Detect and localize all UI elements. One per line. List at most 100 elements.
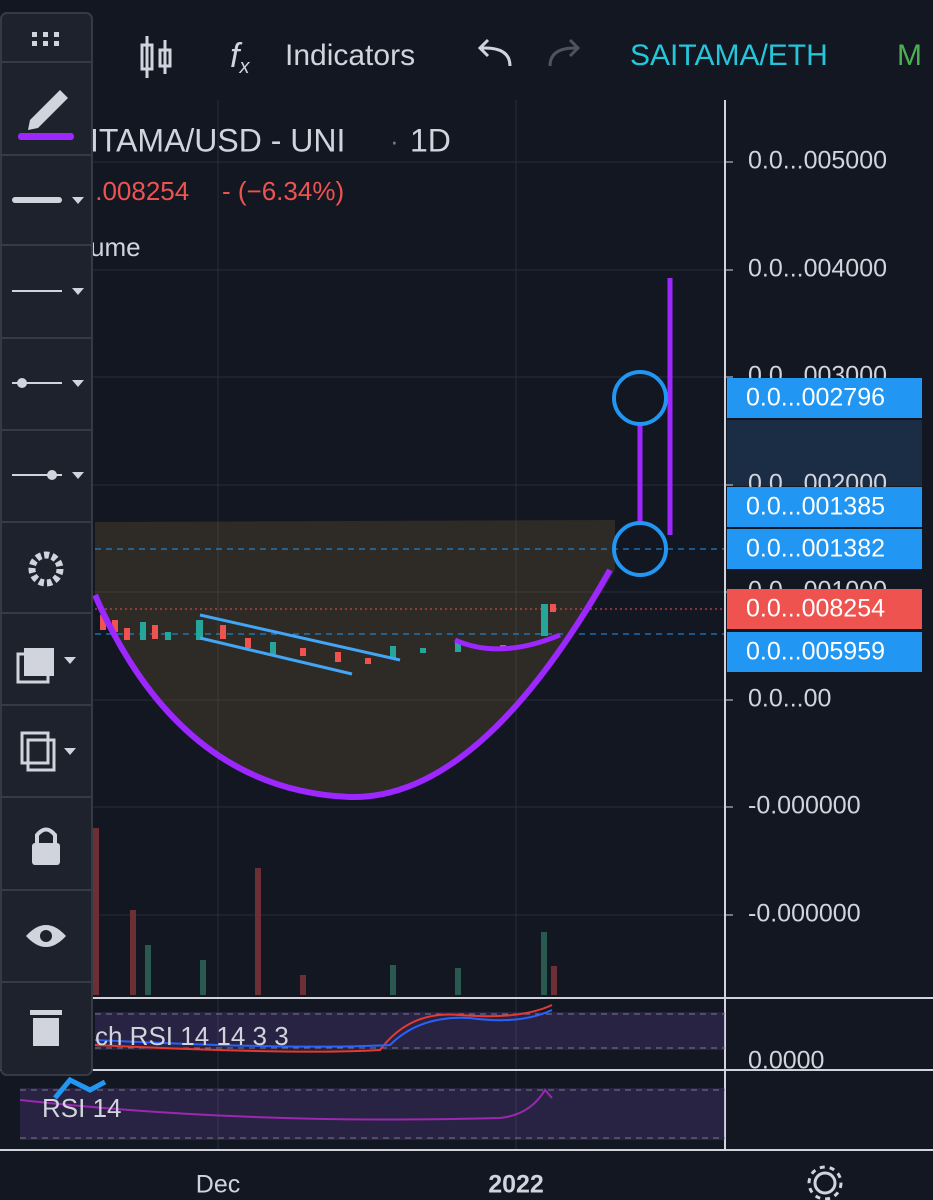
- toolbar-handle-part: [32, 32, 37, 37]
- volume-bars: [93, 828, 557, 995]
- rsi-band: [20, 1088, 725, 1140]
- redo-button[interactable]: [548, 38, 581, 67]
- toolbar-handle-part: [43, 41, 48, 46]
- lock-tool-part: [35, 827, 57, 843]
- price-axis-label: -0.000000: [748, 900, 861, 928]
- price-axis-label: 0.0...004000: [748, 255, 887, 283]
- lock-tool[interactable]: [32, 827, 60, 866]
- line-style-tools-part: [72, 288, 84, 295]
- line-style-tools-part: [47, 470, 57, 480]
- price-tag-bg: [727, 529, 922, 569]
- candles-part: [270, 642, 276, 656]
- candles-part: [152, 625, 158, 639]
- layer-tool-part: [64, 657, 76, 664]
- legend-interval: 1D: [410, 122, 451, 158]
- color-swatch[interactable]: [18, 133, 74, 140]
- candles-part: [100, 615, 106, 630]
- line-style-tools-part: [12, 382, 62, 384]
- price-tag: 0.0...008254: [746, 595, 885, 623]
- volume-bars-part: [300, 975, 306, 995]
- visibility-tool[interactable]: [26, 925, 66, 947]
- visibility-tool-part: [40, 930, 52, 942]
- time-label: 2022: [488, 1171, 544, 1199]
- price-tags: 0.0...002796 0.0...001385 0.0...001382 0.0.…: [727, 378, 922, 672]
- stoch-rsi-label: ch RSI 14 14 3 3: [95, 1021, 289, 1051]
- rsi-label: RSI 14: [42, 1093, 122, 1123]
- volume-bars-part: [93, 828, 99, 995]
- price-axis-label: 0.0...00: [748, 685, 831, 713]
- settings-tool[interactable]: [28, 551, 64, 587]
- price-axis-label: 0.0...005000: [748, 147, 887, 175]
- volume-bars-part: [455, 968, 461, 995]
- rsi-line: [19, 1088, 553, 1121]
- clone-tool-part: [26, 738, 56, 772]
- clone-tool[interactable]: [20, 731, 76, 772]
- stoch-d: [94, 1009, 553, 1048]
- handle-curve: [453, 632, 561, 652]
- candles-part: [220, 625, 226, 639]
- price-tag-bg: [727, 632, 922, 672]
- volume-bars-part: [130, 910, 136, 995]
- delete-tool-part: [30, 1010, 62, 1015]
- price-tag: 0.0...001385: [746, 493, 885, 521]
- toolbar-handle[interactable]: [32, 32, 59, 46]
- toolbar-handle-part: [32, 41, 37, 46]
- legend-change: - (−6.34%): [222, 176, 344, 206]
- channel: [199, 613, 401, 676]
- candles-part: [124, 628, 130, 640]
- candles-part: [455, 640, 461, 652]
- candles-part: [420, 648, 426, 653]
- line-style-tools[interactable]: [12, 197, 84, 480]
- price-axis-label: -0.000000: [748, 792, 861, 820]
- settings-button-part: [807, 1165, 843, 1200]
- pane-bounds: [20, 1013, 725, 1139]
- undo-button[interactable]: [477, 38, 512, 67]
- settings-button-part: [813, 1171, 837, 1195]
- indicators-button[interactable]: Indicators: [285, 39, 415, 72]
- candles-part: [541, 604, 548, 636]
- clone-tool-part: [64, 748, 76, 755]
- layer-tool-part: [16, 652, 50, 684]
- range-band: [727, 420, 922, 486]
- volume-bars-part: [200, 960, 206, 995]
- extra-tab[interactable]: M: [897, 39, 922, 72]
- stoch-axis-label: 0.0000: [748, 1047, 824, 1075]
- price-tag-bg: [727, 487, 922, 527]
- volume-bars-part: [551, 966, 557, 995]
- candles-part: [196, 620, 203, 640]
- line-style-tools-part: [12, 474, 62, 476]
- settings-button[interactable]: [807, 1165, 843, 1200]
- price-tag: 0.0...005959: [746, 638, 885, 666]
- candles-part: [112, 620, 118, 632]
- settings-tool-part: [28, 551, 64, 587]
- stoch-k: [94, 1004, 553, 1053]
- price-tag: 0.0...001382: [746, 535, 885, 563]
- time-label: Dec: [196, 1171, 240, 1199]
- volume-bars-part: [390, 965, 396, 995]
- symbol-tab[interactable]: SAITAMA/ETH: [630, 39, 828, 72]
- lock-tool-part: [32, 843, 60, 865]
- anchor-handle[interactable]: [612, 370, 668, 426]
- candles-part: [550, 604, 556, 612]
- toolbar-handle-part: [54, 41, 59, 46]
- layer-tool[interactable]: [16, 648, 76, 684]
- cup-curve: [92, 568, 613, 801]
- toolbar-dividers: [1, 61, 92, 983]
- anchor-handle[interactable]: [612, 521, 668, 577]
- legend-separator: ·: [390, 126, 399, 156]
- toolbar-handle-part: [54, 32, 59, 37]
- line-style-tools-part: [72, 472, 84, 479]
- delete-tool[interactable]: [30, 1010, 62, 1046]
- legend-title: ITAMA/USD - UNI: [90, 122, 345, 158]
- candles-part: [365, 658, 371, 664]
- logo: [53, 1076, 107, 1100]
- grid: [0, 100, 725, 1150]
- delete-tool-part: [33, 1018, 59, 1046]
- price-tag-bg: [727, 378, 922, 418]
- price-tag: 0.0...002796: [746, 384, 885, 412]
- candles-part: [165, 632, 171, 640]
- fx-icon[interactable]: fx: [230, 37, 250, 78]
- pencil-tool[interactable]: [28, 90, 68, 130]
- candles-part: [140, 622, 146, 640]
